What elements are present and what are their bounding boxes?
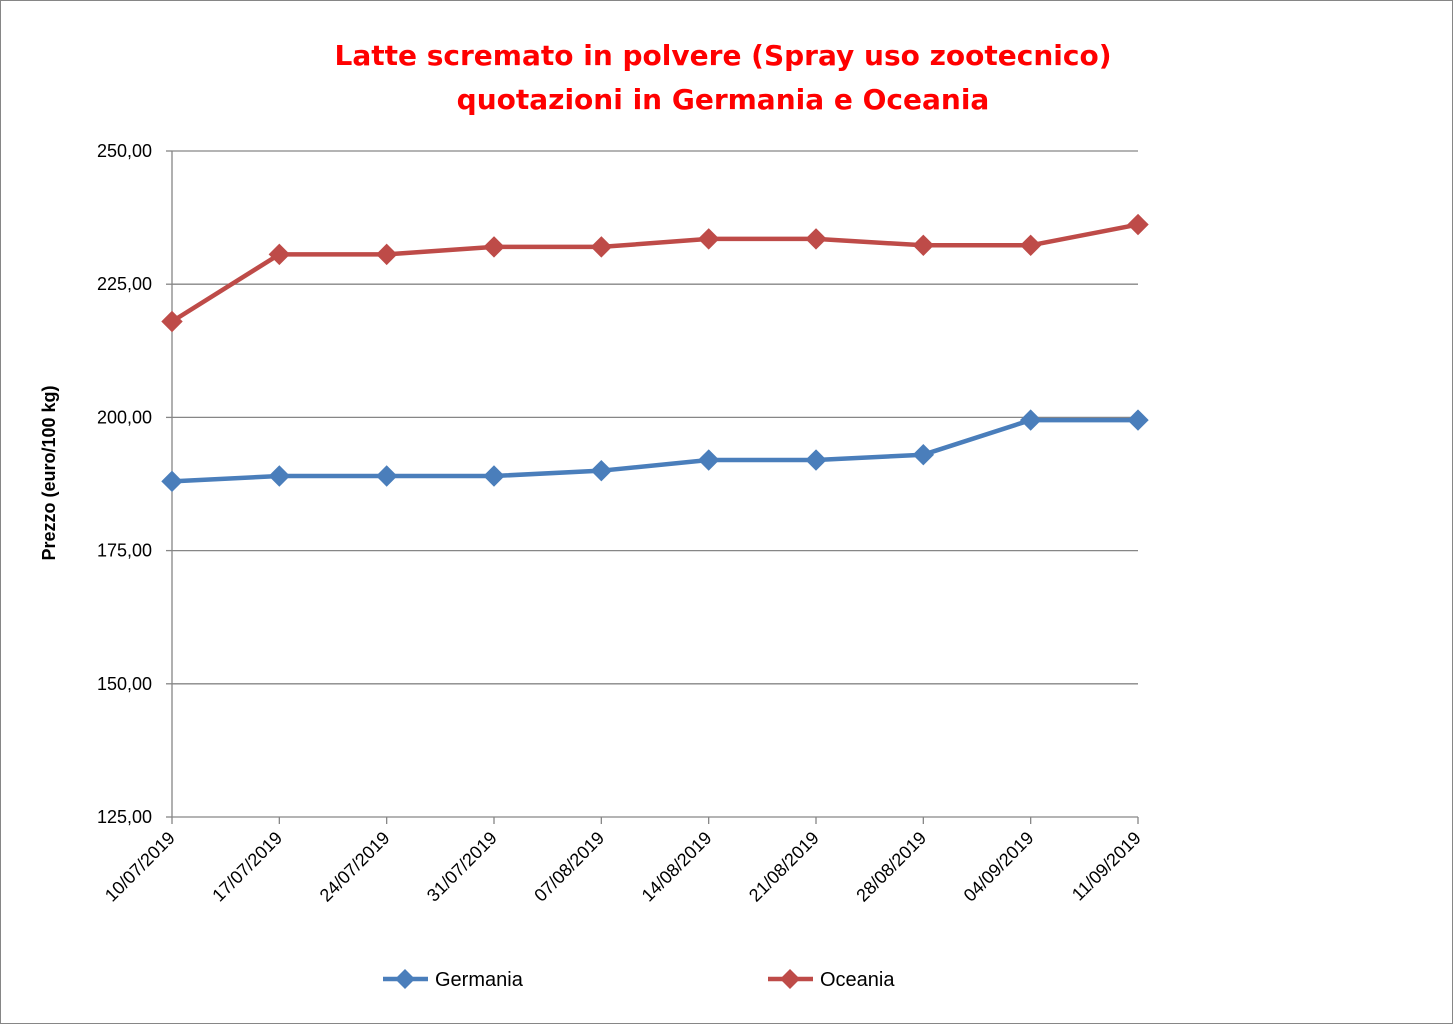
y-tick-label: 150,00 — [97, 674, 152, 694]
y-tick-label: 200,00 — [97, 407, 152, 427]
chart-title-line-1: Latte scremato in polvere (Spray uso zoo… — [334, 39, 1111, 72]
legend-marker-oceania — [780, 969, 800, 989]
data-point-germania — [1127, 409, 1149, 431]
x-tick-label: 31/07/2019 — [423, 828, 501, 906]
y-axis-label: Prezzo (euro/100 kg) — [39, 385, 59, 560]
data-point-germania — [268, 465, 291, 487]
x-tick-label: 11/09/2019 — [1068, 828, 1145, 905]
series-line-oceania — [170, 222, 1139, 324]
x-tick-label: 21/08/2019 — [745, 828, 823, 906]
y-tick-label: 175,00 — [97, 541, 152, 561]
data-point-germania — [697, 449, 720, 471]
y-tick-label: 250,00 — [97, 141, 152, 161]
data-point-germania — [375, 465, 398, 487]
x-tick-label: 14/08/2019 — [638, 828, 716, 906]
legend-label-germania: Germania — [435, 969, 524, 991]
data-point-germania — [590, 459, 613, 482]
data-point-oceania — [1127, 213, 1149, 236]
data-point-oceania — [375, 243, 398, 266]
y-tick-label: 225,00 — [97, 274, 152, 294]
x-tick-label: 07/08/2019 — [530, 828, 608, 906]
data-point-germania — [805, 449, 827, 471]
data-point-germania — [161, 470, 183, 493]
data-point-germania — [1019, 409, 1042, 431]
data-point-oceania — [268, 243, 291, 266]
data-point-germania — [912, 443, 935, 466]
x-tick-label: 24/07/2019 — [316, 828, 394, 906]
data-point-oceania — [161, 310, 183, 333]
x-tick-label: 10/07/2019 — [101, 828, 179, 906]
x-tick-label: 17/07/2019 — [208, 828, 286, 906]
x-tick-label: 04/09/2019 — [960, 828, 1038, 906]
data-point-oceania — [912, 234, 935, 257]
data-point-oceania — [590, 236, 613, 258]
data-point-oceania — [483, 236, 505, 258]
chart-title-line-2: quotazioni in Germania e Oceania — [457, 83, 990, 116]
x-tick-label: 28/08/2019 — [852, 828, 930, 906]
data-point-oceania — [697, 228, 720, 250]
data-point-oceania — [1019, 234, 1042, 257]
legend-marker-germania — [395, 969, 415, 989]
y-tick-label: 125,00 — [97, 807, 152, 827]
series-line-germania — [171, 417, 1138, 484]
data-point-oceania — [805, 228, 827, 250]
legend-label-oceania: Oceania — [820, 969, 895, 991]
data-point-germania — [483, 465, 505, 487]
